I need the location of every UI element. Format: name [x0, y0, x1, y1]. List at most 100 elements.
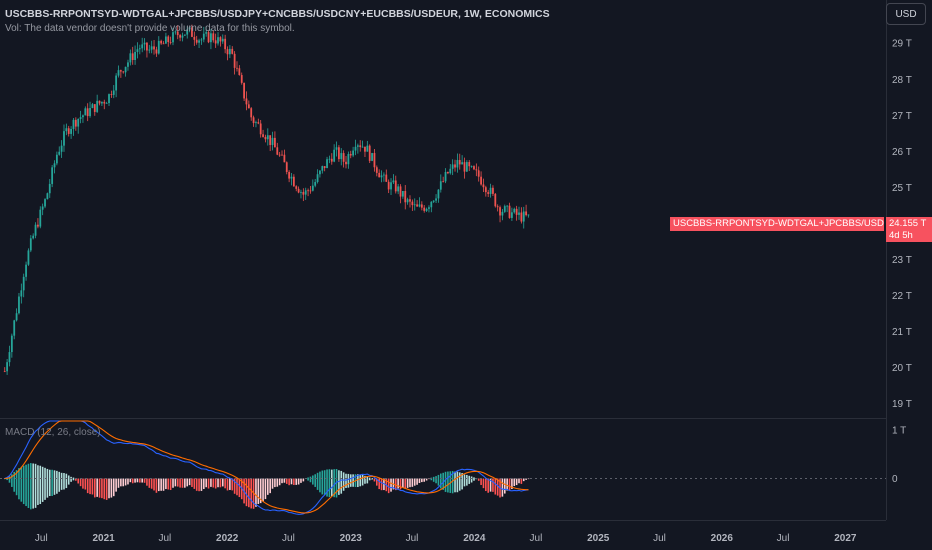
candle-body [364, 146, 366, 152]
macd-hist-bar [380, 478, 383, 491]
macd-hist-bar [101, 478, 103, 499]
bar-countdown: 4d 5h [889, 230, 913, 241]
macd-hist-bar [207, 478, 210, 489]
candle-body [404, 191, 407, 203]
time-tick-label: Jul [282, 533, 295, 544]
macd-hist-bar [447, 471, 449, 493]
candle-body [518, 212, 520, 215]
candle-body [3, 371, 6, 372]
candle-body [117, 70, 120, 76]
candle-body [20, 290, 23, 297]
macd-hist-bar [295, 478, 298, 485]
candle-body [311, 185, 314, 191]
candle-body [29, 238, 32, 251]
candle-body [501, 211, 504, 216]
candle-body [18, 296, 20, 314]
currency-button[interactable]: USD [886, 3, 926, 25]
candle-body [418, 204, 421, 207]
candle-body [435, 198, 437, 201]
candle-body [333, 149, 336, 162]
macd-hist-bar [13, 471, 16, 492]
candle-body [335, 147, 338, 150]
candle-body [212, 33, 215, 41]
candle-body [300, 191, 302, 193]
candle-body [463, 162, 466, 172]
candle-body [430, 201, 433, 208]
macd-hist-bar [169, 478, 172, 491]
macd-hist-bar [179, 478, 181, 488]
macd-hist-bar [86, 478, 89, 494]
macd-hist-bar [248, 478, 250, 508]
macd-hist-bar [456, 471, 459, 493]
macd-hist-bar [39, 465, 42, 505]
candle-body [361, 146, 364, 148]
candle-body [236, 67, 238, 69]
macd-hist-bar [271, 478, 274, 489]
macd-hist-bar [444, 471, 447, 492]
candle-body [513, 208, 516, 213]
macd-indicator-label[interactable]: MACD (12, 26, close) [5, 427, 101, 438]
candle-body [302, 191, 305, 195]
macd-hist-bar [321, 470, 324, 495]
symbol-title[interactable]: USCBBS-RRPONTSYD-WDTGAL+JPCBBS/USDJPY+CN… [5, 8, 550, 20]
macd-hist-bar [269, 478, 271, 494]
time-tick-label: 2026 [711, 533, 734, 544]
volume-note: Vol: The data vendor doesn't provide vol… [5, 23, 295, 34]
candle-body [522, 211, 525, 222]
macd-hist-bar [345, 473, 347, 489]
candle-body [74, 119, 77, 127]
time-tick-label: 2021 [92, 533, 115, 544]
macd-hist-bar [124, 478, 127, 486]
candle-body [10, 335, 13, 353]
candle-body [371, 153, 373, 161]
macd-hist-bar [89, 478, 91, 495]
time-axis[interactable]: Jul 2021 Jul 2022 Jul 2023 Jul 2024 Jul 2025 Jul 20… [35, 533, 857, 544]
candle-body [136, 49, 139, 52]
candle-body [525, 211, 528, 216]
macd-hist-bar [482, 478, 485, 489]
candle-body [461, 162, 464, 165]
macd-hist-bar [285, 478, 288, 484]
macd-hist-bar [108, 478, 110, 499]
candle-body [70, 128, 72, 134]
macd-hist-bar [274, 478, 276, 488]
candle-body [101, 101, 103, 104]
macd-hist-bar [278, 478, 281, 486]
candle-body [288, 171, 291, 179]
macd-hist-bar [485, 478, 487, 492]
candle-body [295, 186, 298, 189]
macd-hist-bar [217, 478, 219, 488]
candle-body [264, 136, 267, 140]
candle-body [37, 224, 39, 227]
macd-hist-bar [229, 478, 231, 490]
candle-body [91, 104, 94, 109]
candle-body [167, 36, 170, 42]
candle-body [65, 128, 68, 132]
macd-hist-bar [15, 470, 18, 496]
macd-hist-bar [257, 478, 260, 504]
price-tick-label: 29 T [892, 39, 912, 50]
macd-hist-bar [266, 478, 269, 495]
candle-body [257, 122, 260, 124]
last-price-symbol-label: USCBBS-RRPONTSYD-WDTGAL+JPCBBS/USDJPY... [670, 217, 884, 231]
candle-body [266, 135, 269, 140]
macd-hist-bar [165, 478, 167, 490]
candle-body [406, 199, 409, 203]
macd-hist-bar [141, 478, 143, 483]
macd-hist-bar [501, 478, 504, 497]
macd-hist-bar [416, 478, 418, 485]
macd-hist-bar [437, 474, 440, 486]
candle-body [392, 180, 395, 183]
macd-hist-bar [480, 478, 482, 485]
candle-body [179, 35, 182, 38]
macd-hist-bar [136, 478, 139, 483]
macd-hist-bar [418, 478, 421, 483]
price-axis[interactable]: 19 T20 T21 T22 T23 T24 T25 T26 T27 T28 T… [892, 39, 912, 410]
candle-body [67, 128, 70, 134]
candle-body [506, 205, 509, 207]
candle-body [321, 166, 324, 171]
macd-axis[interactable]: 1 T 0 [892, 426, 906, 486]
macd-hist-bar [366, 476, 369, 484]
candle-body [390, 182, 392, 190]
